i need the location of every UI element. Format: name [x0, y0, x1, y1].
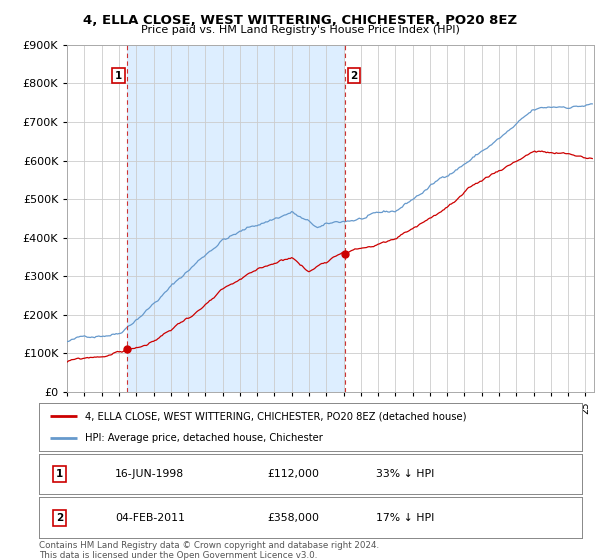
Text: 4, ELLA CLOSE, WEST WITTERING, CHICHESTER, PO20 8EZ (detached house): 4, ELLA CLOSE, WEST WITTERING, CHICHESTE…	[85, 411, 467, 421]
Bar	[127, 45, 345, 392]
Text: 4, ELLA CLOSE, WEST WITTERING, CHICHESTER, PO20 8EZ: 4, ELLA CLOSE, WEST WITTERING, CHICHESTE…	[83, 14, 517, 27]
Text: 2: 2	[350, 71, 358, 81]
Text: £358,000: £358,000	[267, 513, 319, 522]
Text: 2: 2	[56, 513, 63, 522]
Text: Contains HM Land Registry data © Crown copyright and database right 2024.
This d: Contains HM Land Registry data © Crown c…	[39, 541, 379, 560]
Text: 17% ↓ HPI: 17% ↓ HPI	[376, 513, 434, 522]
Text: 1: 1	[115, 71, 122, 81]
Text: 16-JUN-1998: 16-JUN-1998	[115, 469, 184, 479]
Text: 1: 1	[56, 469, 63, 479]
Text: £112,000: £112,000	[267, 469, 319, 479]
Text: 33% ↓ HPI: 33% ↓ HPI	[376, 469, 434, 479]
Text: HPI: Average price, detached house, Chichester: HPI: Average price, detached house, Chic…	[85, 433, 323, 443]
Text: 04-FEB-2011: 04-FEB-2011	[115, 513, 185, 522]
Text: Price paid vs. HM Land Registry's House Price Index (HPI): Price paid vs. HM Land Registry's House …	[140, 25, 460, 35]
